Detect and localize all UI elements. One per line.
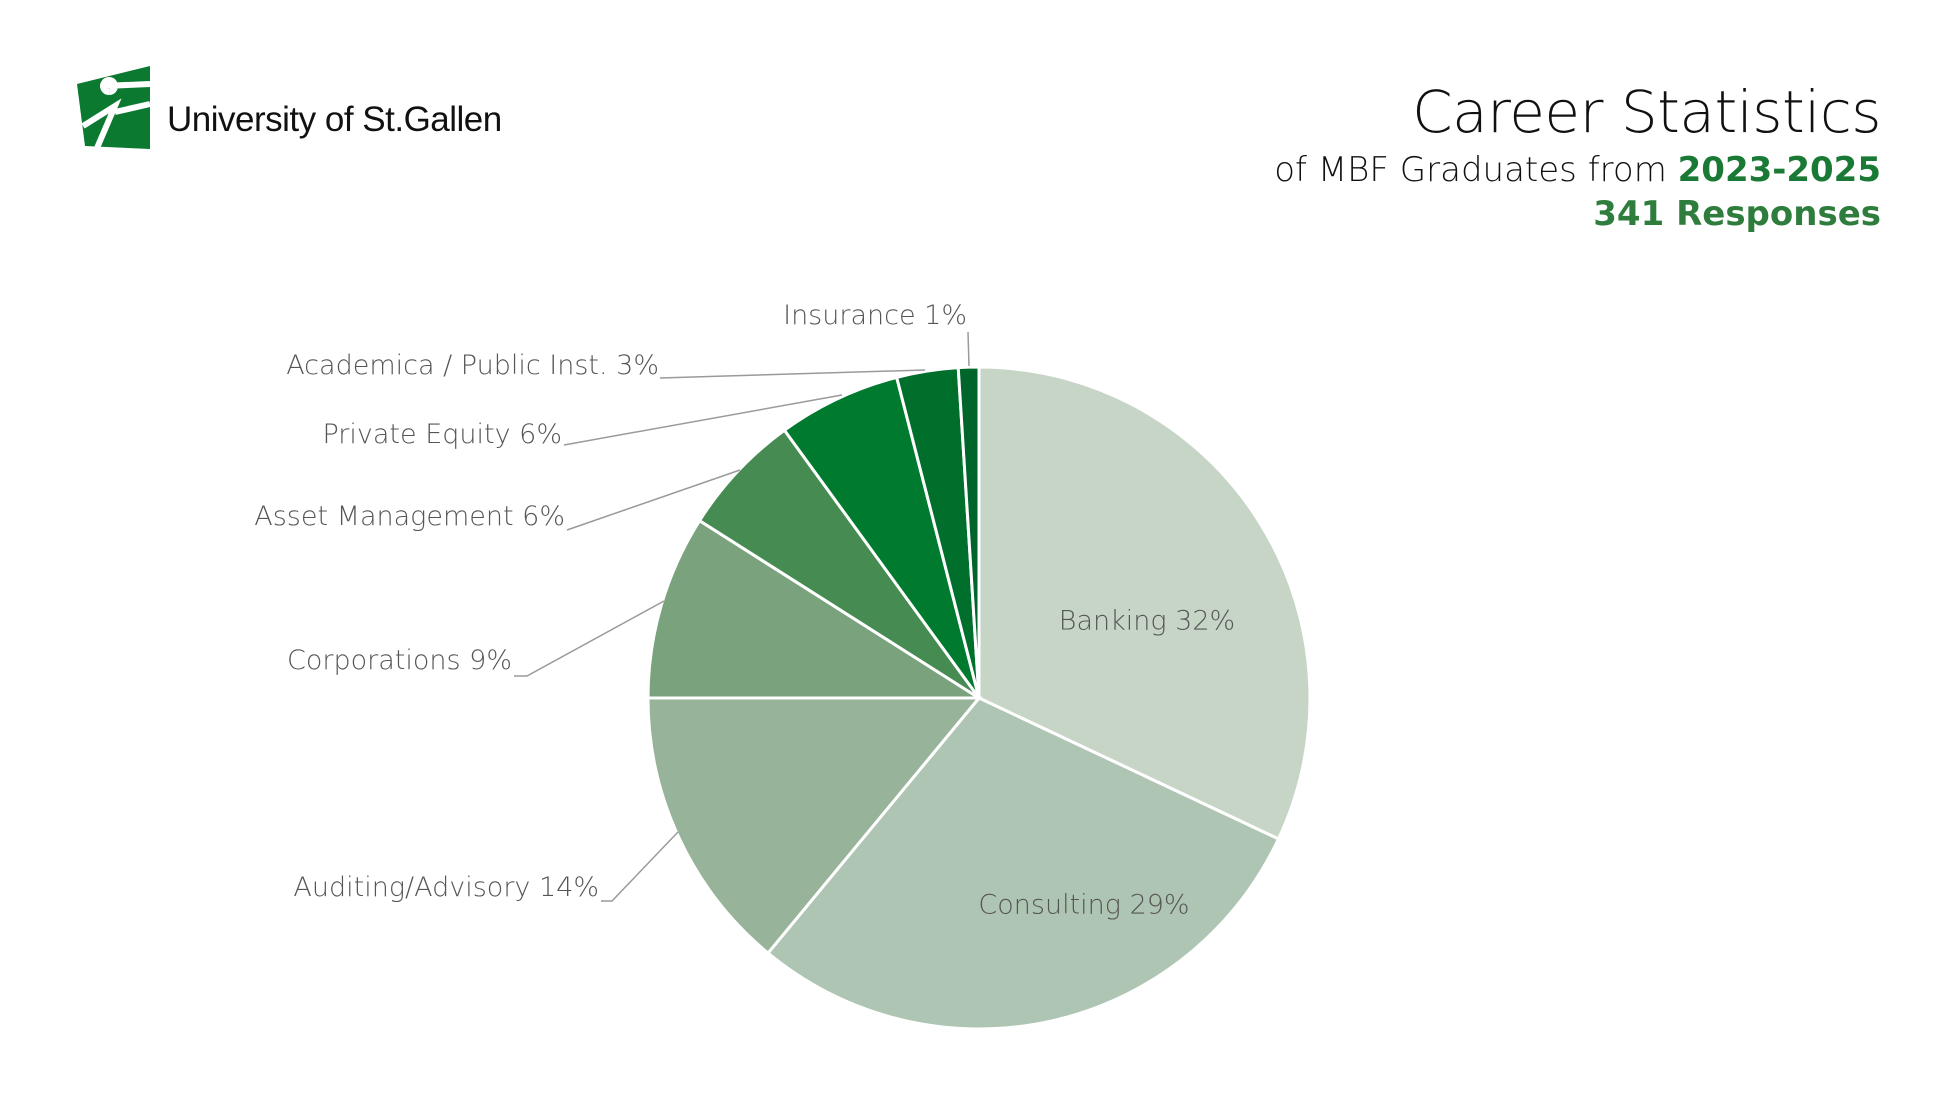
pie-slice-corporations xyxy=(646,518,985,700)
leader-line-corporations xyxy=(514,600,665,677)
pie-slice-auditing-advisory xyxy=(646,696,983,956)
leader-lines xyxy=(514,331,970,902)
pie-slice-insurance xyxy=(956,365,981,699)
pie-slice-consulting xyxy=(765,696,1281,1031)
leader-line-auditing xyxy=(601,831,679,902)
leader-line-academica xyxy=(659,369,926,379)
data-label-private-equity: Private Equity 6% xyxy=(322,419,562,450)
pie-slice-banking xyxy=(977,365,1312,841)
data-label-academica: Academica / Public Inst. 3% xyxy=(286,350,659,381)
header: Career Statistics of MBF Graduates from … xyxy=(1274,76,1881,236)
pie-slice-private-equity xyxy=(782,375,981,699)
subtitle-prefix: of MBF Graduates from xyxy=(1274,150,1667,190)
leader-line-asset-management xyxy=(566,469,741,531)
subtitle: of MBF Graduates from 2023-2025 xyxy=(1274,148,1881,192)
responses-count: 341 Responses xyxy=(1593,194,1881,234)
data-label-insurance: Insurance 1% xyxy=(783,300,967,331)
data-label-auditing: Auditing/Advisory 14% xyxy=(293,872,599,903)
leader-line-insurance xyxy=(967,331,970,367)
data-label-consulting: Consulting 29% xyxy=(978,889,1190,921)
data-label-asset-management: Asset Management 6% xyxy=(254,501,565,532)
leader-line-private-equity xyxy=(563,394,843,446)
data-label-banking: Banking 32% xyxy=(1058,605,1236,637)
page-title: Career Statistics xyxy=(1412,78,1881,146)
logo-text: University of St.Gallen xyxy=(167,100,502,139)
hsg-logo-icon xyxy=(77,66,151,150)
data-label-corporations: Corporations 9% xyxy=(287,645,512,676)
subtitle-years: 2023-2025 xyxy=(1677,150,1881,190)
university-logo: University of St.Gallen xyxy=(75,64,515,154)
